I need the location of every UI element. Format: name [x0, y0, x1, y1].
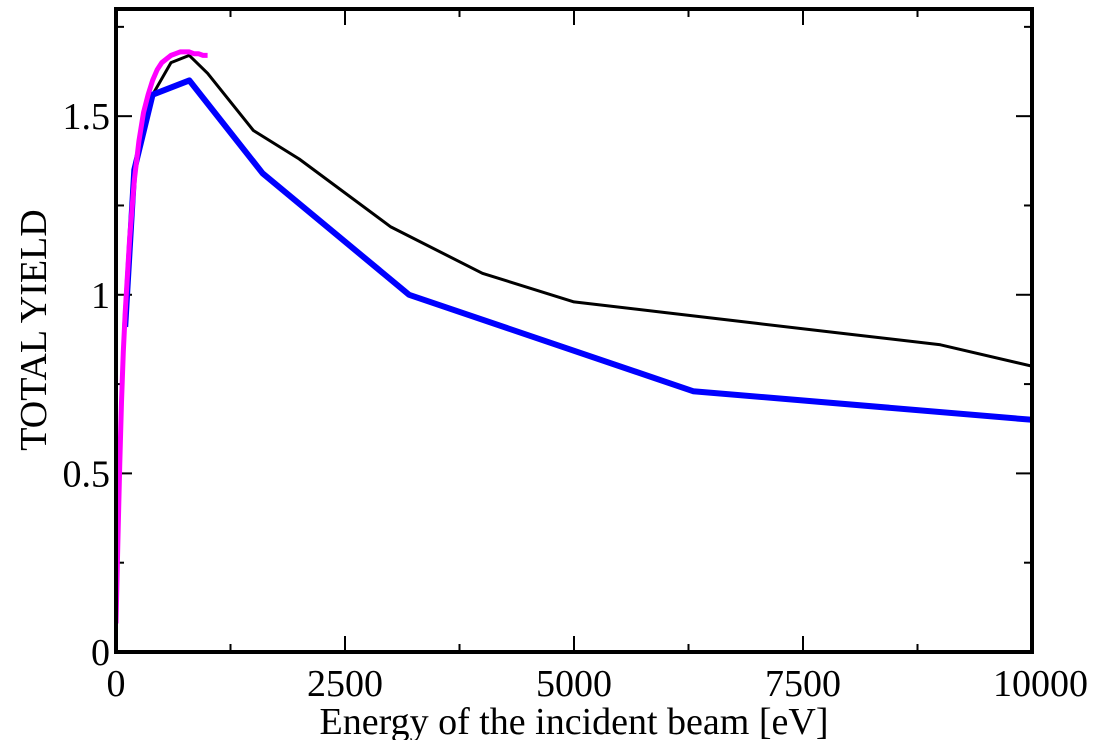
y-tick-label: 1 [91, 275, 110, 317]
x-tick-label: 7500 [765, 663, 841, 705]
y-tick-label: 0 [91, 632, 110, 674]
series-line-2 [116, 49, 208, 624]
x-tick-label: 10000 [993, 663, 1088, 705]
x-tick-label: 0 [107, 663, 126, 705]
y-tick-label: 1.5 [63, 96, 111, 138]
y-tick-label: 0.5 [63, 453, 111, 495]
y-axis-label: TOTAL YIELD [13, 209, 55, 450]
x-axis-label: Energy of the incident beam [eV] [320, 701, 829, 740]
x-tick-label: 5000 [536, 663, 612, 705]
tick-labels: 0 2500 5000 7500 10000 0 0.5 1 1.5 [63, 96, 1089, 705]
series-line-0 [151, 53, 1032, 368]
series-layer [116, 49, 1032, 624]
x-tick-label: 2500 [307, 663, 383, 705]
plot-frame [114, 7, 1034, 654]
